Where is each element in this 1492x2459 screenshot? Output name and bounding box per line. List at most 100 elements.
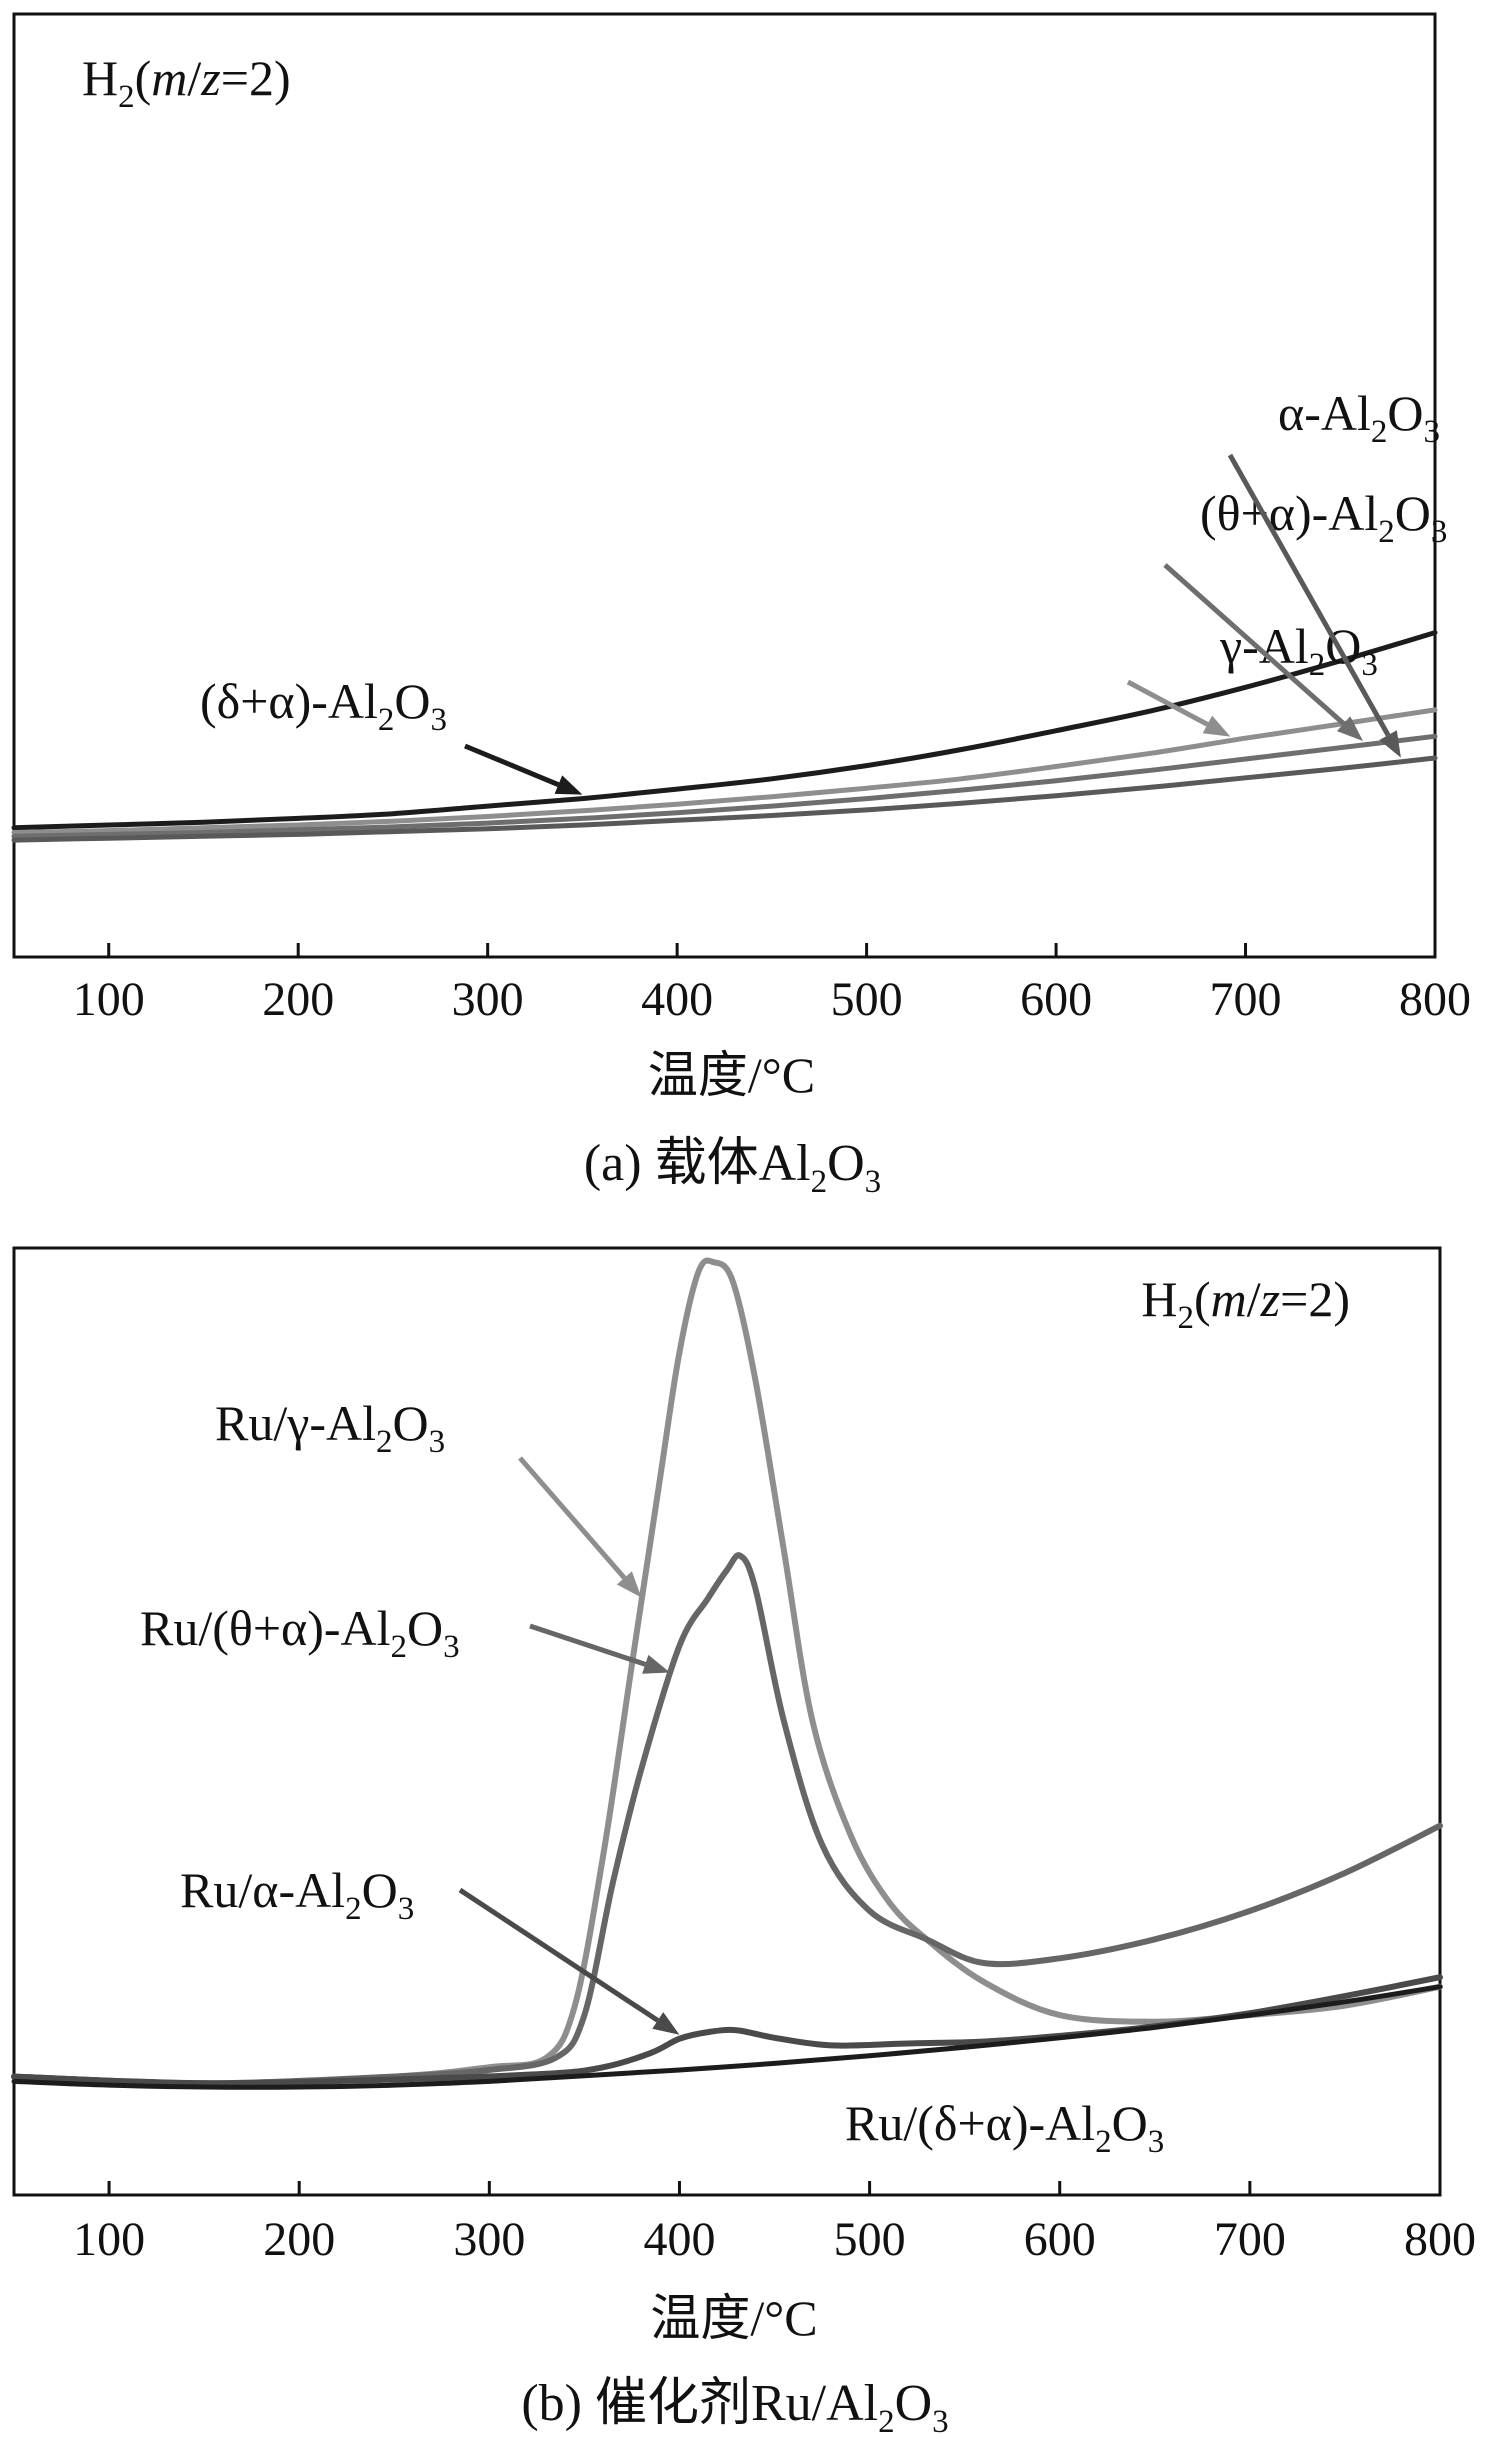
series-line xyxy=(11,733,1438,839)
annotation-arrow xyxy=(1163,563,1346,726)
panel-caption-sub-1: 2 xyxy=(878,2404,895,2440)
series-label-sub-2: 3 xyxy=(1361,647,1378,683)
annotation-arrowhead xyxy=(1202,715,1231,737)
series-label-part-1: Ru/(δ+α)-Al xyxy=(845,2095,1095,2151)
series-label: Ru/γ-Al2O3 xyxy=(215,1395,445,1460)
panel-caption-sub-2: 3 xyxy=(865,1164,882,1200)
series-label-part-2: O xyxy=(394,673,430,729)
series-label: Ru/(θ+α)-Al2O3 xyxy=(140,1600,460,1665)
plot-frame xyxy=(12,12,1437,959)
series-label-part-1: Ru/γ-Al xyxy=(215,1395,376,1451)
annotation-arrowhead xyxy=(616,1571,642,1598)
panel-caption-sub-2: 3 xyxy=(932,2404,949,2440)
series-label: (δ+α)-Al2O3 xyxy=(200,673,447,738)
species-symbol: H xyxy=(1141,1271,1177,1327)
series-label-part-1: Ru/α-Al xyxy=(180,1862,345,1918)
species-rest: =2) xyxy=(221,50,291,106)
species-annotation: H2(m/z=2) xyxy=(1141,1271,1350,1336)
species-symbol: H xyxy=(82,50,118,106)
x-tick-label: 700 xyxy=(1214,2213,1286,2266)
series-label-part-1: Ru/(θ+α)-Al xyxy=(140,1600,391,1656)
species-z: z xyxy=(200,50,220,106)
x-tick-label: 800 xyxy=(1399,973,1471,1026)
species-m: m xyxy=(1211,1271,1247,1327)
series-label-sub-2: 3 xyxy=(1423,414,1440,450)
series-label-sub-1: 2 xyxy=(1095,2124,1112,2160)
series-label-part-2: O xyxy=(407,1600,443,1656)
series-label-part-2: O xyxy=(1395,485,1431,541)
annotation-arrow xyxy=(458,1887,660,2023)
x-tick-label: 400 xyxy=(641,973,713,1026)
series-label-sub-1: 2 xyxy=(378,702,395,738)
panel-caption-part-1: (b) 催化剂Ru/Al xyxy=(521,2375,878,2432)
series-line xyxy=(11,630,1438,831)
annotation-arrowhead xyxy=(652,2012,680,2035)
series-label: (θ+α)-Al2O3 xyxy=(1200,485,1447,550)
species-rest: =2) xyxy=(1280,1271,1350,1327)
series-label-part-1: α-Al xyxy=(1278,385,1371,441)
plot-frame xyxy=(12,1246,1442,2197)
species-annotation: H2(m/z=2) xyxy=(82,50,291,115)
species-paren: ( xyxy=(135,50,152,106)
series-label-sub-2: 3 xyxy=(429,1424,446,1460)
annotation-arrow xyxy=(464,743,560,787)
series-label-sub-2: 3 xyxy=(443,1629,460,1665)
x-axis-label: 温度/°C xyxy=(650,2290,817,2346)
series-line xyxy=(11,1552,1443,2087)
annotation-arrow xyxy=(518,1456,627,1580)
annotation-arrow xyxy=(1227,453,1391,737)
species-paren: ( xyxy=(1194,1271,1211,1327)
annotation-arrowhead xyxy=(1336,716,1364,741)
panel-caption: (a) 载体Al2O3 xyxy=(584,1135,881,1200)
annotation-arrowhead xyxy=(554,775,583,795)
series-label-sub-1: 2 xyxy=(1371,414,1388,450)
annotation-arrow xyxy=(529,1623,647,1667)
panel-caption-part-2: O xyxy=(827,1135,865,1192)
series-label-sub-1: 2 xyxy=(1309,647,1326,683)
x-tick-label: 600 xyxy=(1020,973,1092,1026)
series-line xyxy=(11,707,1438,835)
x-tick-label: 400 xyxy=(643,2213,715,2266)
series-label: α-Al2O3 xyxy=(1278,385,1440,450)
series-line xyxy=(11,1984,1443,2090)
species-z: z xyxy=(1260,1271,1280,1327)
series-label-sub-2: 3 xyxy=(398,1891,415,1927)
x-axis-label: 温度/°C xyxy=(648,1047,815,1103)
series-label-part-1: (θ+α)-Al xyxy=(1200,485,1378,541)
series-line xyxy=(11,1257,1443,2087)
series-label-sub-1: 2 xyxy=(376,1424,393,1460)
x-tick-label: 600 xyxy=(1024,2213,1096,2266)
x-tick-label: 500 xyxy=(834,2213,906,2266)
series-label-sub-1: 2 xyxy=(1378,514,1395,550)
x-tick-label: 200 xyxy=(263,2213,335,2266)
series-label-part-1: (δ+α)-Al xyxy=(200,673,378,729)
series-label-sub-2: 3 xyxy=(431,702,448,738)
panel-b: 100 200 300 400 500 600 700 800 温度/°C (b) 催化剂Ru/A… xyxy=(11,1246,1476,2440)
x-tick-label: 100 xyxy=(73,973,145,1026)
x-tick-label: 100 xyxy=(73,2213,145,2266)
x-tick-label: 300 xyxy=(453,2213,525,2266)
panel-caption: (b) 催化剂Ru/Al2O3 xyxy=(521,2375,948,2440)
panel-caption-part-2: O xyxy=(895,2375,933,2432)
panel-caption-sub-1: 2 xyxy=(811,1164,828,1200)
species-m: m xyxy=(151,50,187,106)
series-label-sub-1: 2 xyxy=(391,1629,408,1665)
panel-caption-part-1: (a) 载体Al xyxy=(584,1135,811,1192)
x-tick-label: 200 xyxy=(262,973,334,1026)
species-slash: / xyxy=(187,50,201,106)
series-label: Ru/α-Al2O3 xyxy=(180,1862,414,1927)
species-subscript: 2 xyxy=(1178,1300,1195,1336)
series-label-part-2: O xyxy=(362,1862,398,1918)
series-label-sub-1: 2 xyxy=(345,1891,362,1927)
annotation-arrowhead xyxy=(642,1654,670,1674)
series-label: Ru/(δ+α)-Al2O3 xyxy=(845,2095,1164,2160)
x-tick-label: 500 xyxy=(831,973,903,1026)
series-label-part-2: O xyxy=(1112,2095,1148,2151)
series-line xyxy=(11,755,1438,843)
x-tick-label: 300 xyxy=(452,973,524,1026)
annotation-arrow xyxy=(1126,679,1209,727)
annotation-arrowhead xyxy=(1379,730,1401,758)
series-label-part-2: O xyxy=(393,1395,429,1451)
